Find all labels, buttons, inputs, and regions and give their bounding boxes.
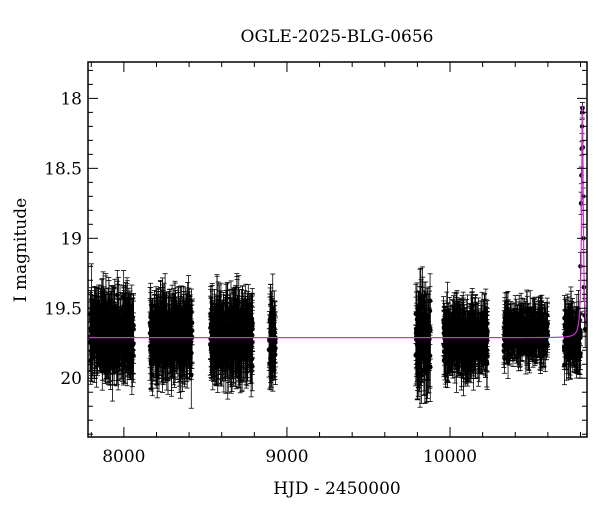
season-5-data-point bbox=[427, 298, 433, 304]
season-4-data-point bbox=[269, 354, 274, 359]
season-2-data-point bbox=[175, 327, 181, 332]
season-4-data-point bbox=[268, 349, 273, 354]
season-1-data-point bbox=[94, 337, 100, 342]
season-2-data-point bbox=[182, 353, 188, 359]
season-2-data-point bbox=[154, 349, 160, 354]
season-2-data-point bbox=[158, 354, 164, 360]
season-3-data-point bbox=[239, 327, 245, 332]
season-3-data-point bbox=[214, 332, 220, 337]
season-1-data-point bbox=[117, 333, 123, 338]
season-5-data-point bbox=[422, 316, 428, 321]
chart-title: OGLE-2025-BLG-0656 bbox=[241, 27, 434, 47]
season-2-data-point bbox=[158, 310, 164, 315]
season-2-data-point bbox=[161, 319, 167, 324]
season-5-data-point bbox=[423, 343, 428, 349]
season-2-data-point bbox=[162, 295, 168, 301]
season-3-data-point bbox=[221, 339, 227, 344]
season-3-data-point bbox=[240, 350, 246, 355]
data-points-layer bbox=[87, 102, 588, 409]
season-1-data-point bbox=[99, 310, 104, 316]
season-4-data-point bbox=[273, 345, 278, 351]
season-1-data-point bbox=[91, 322, 97, 328]
season-1-data-point bbox=[89, 339, 94, 344]
season-3-data-point bbox=[243, 355, 249, 360]
season-5-data-point bbox=[415, 330, 421, 335]
season-1-data-point bbox=[102, 322, 107, 328]
season-4-data-point bbox=[267, 317, 273, 322]
season-1-data-point bbox=[125, 338, 130, 343]
season-5-data-point bbox=[423, 330, 429, 335]
season-1-data-point bbox=[102, 336, 108, 341]
season-3-data-point bbox=[218, 351, 224, 357]
season-3-data-point bbox=[233, 316, 239, 321]
season-1-data-point bbox=[120, 348, 125, 353]
season-1-data-point bbox=[106, 327, 112, 332]
season-2-data-point bbox=[147, 343, 153, 349]
season-1-data-point bbox=[88, 326, 93, 331]
season-3-data-point bbox=[213, 338, 218, 344]
season-2-data-point bbox=[178, 318, 183, 323]
season-1-data-point bbox=[107, 358, 112, 364]
season-1-data-point bbox=[116, 318, 121, 324]
season-1-data-point bbox=[122, 328, 128, 333]
season-4-data-point bbox=[272, 326, 277, 331]
season-3-data-point bbox=[228, 327, 234, 333]
season-2-data-point bbox=[151, 344, 157, 350]
season-1-data-point bbox=[111, 309, 117, 315]
season-3-data-point bbox=[208, 322, 214, 327]
season-2-data-point bbox=[169, 337, 175, 343]
season-2-data-point bbox=[181, 330, 187, 336]
season-2-data-point bbox=[172, 344, 178, 350]
season-3-data-point bbox=[231, 323, 237, 328]
season-5-data-point bbox=[413, 326, 419, 332]
season-2-data-point bbox=[165, 343, 170, 349]
season-3-data-point bbox=[215, 354, 221, 360]
season-1-data-point bbox=[89, 297, 94, 303]
season-5-data-point bbox=[419, 348, 425, 354]
season-3-data-point bbox=[246, 329, 252, 335]
season-1-data-point bbox=[107, 320, 112, 326]
season-2-data-point bbox=[175, 331, 180, 337]
season-5-data-point bbox=[418, 313, 424, 319]
season-2-data-point bbox=[187, 343, 193, 349]
season-2-data-point bbox=[159, 345, 165, 351]
season-5-data-point bbox=[422, 355, 428, 361]
season-3-data-point bbox=[249, 322, 255, 327]
